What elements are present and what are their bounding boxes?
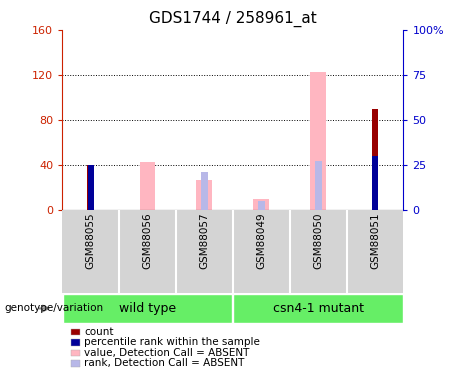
Bar: [63, 294, 232, 323]
Text: percentile rank within the sample: percentile rank within the sample: [84, 338, 260, 347]
Bar: [140, 162, 155, 210]
Text: GSM88050: GSM88050: [313, 213, 323, 269]
Bar: [196, 180, 213, 210]
Text: GSM88055: GSM88055: [86, 213, 96, 269]
Text: GSM88057: GSM88057: [199, 213, 209, 269]
Text: GSM88056: GSM88056: [142, 213, 153, 269]
Bar: [310, 72, 326, 210]
Text: GSM88049: GSM88049: [256, 213, 266, 269]
Bar: [258, 201, 265, 210]
Text: GSM88051: GSM88051: [370, 213, 380, 269]
Text: wild type: wild type: [119, 302, 176, 315]
Text: csn4-1 mutant: csn4-1 mutant: [272, 302, 364, 315]
Bar: [253, 199, 269, 210]
Bar: [372, 156, 378, 210]
Text: genotype/variation: genotype/variation: [5, 303, 104, 313]
Bar: [87, 165, 94, 210]
Bar: [372, 109, 378, 210]
Bar: [88, 165, 94, 210]
Text: count: count: [84, 327, 114, 337]
Text: rank, Detection Call = ABSENT: rank, Detection Call = ABSENT: [84, 358, 245, 368]
Text: value, Detection Call = ABSENT: value, Detection Call = ABSENT: [84, 348, 250, 358]
Bar: [315, 161, 321, 210]
Bar: [233, 294, 403, 323]
Title: GDS1744 / 258961_at: GDS1744 / 258961_at: [149, 11, 317, 27]
Bar: [201, 172, 208, 210]
